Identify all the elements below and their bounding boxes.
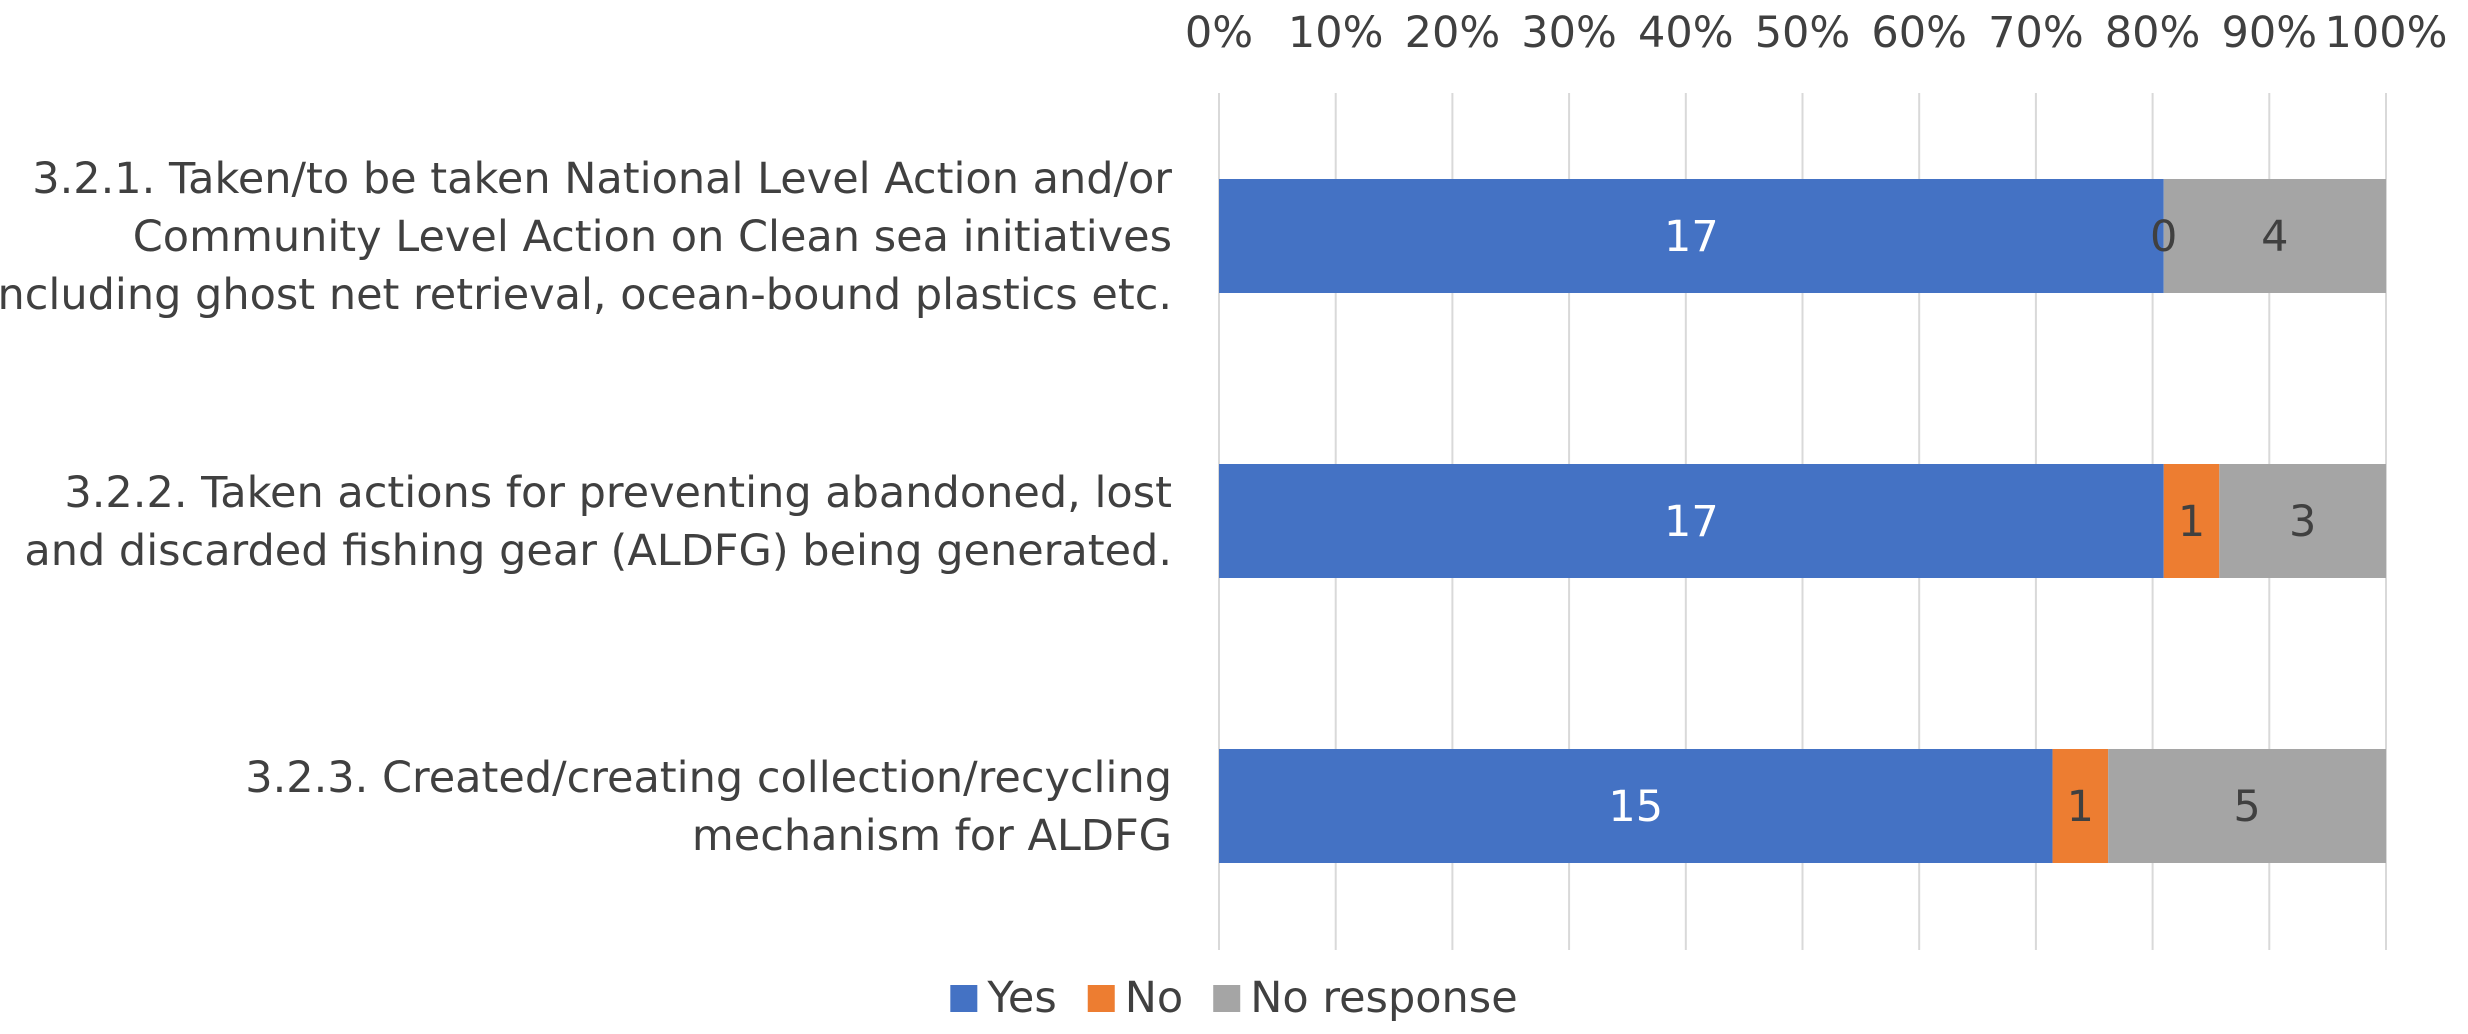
data-label: 3	[2289, 497, 2316, 547]
category-labels: 3.2.1. Taken/to be taken National Level …	[0, 154, 1172, 861]
category-label: 3.2.2. Taken actions for preventing aban…	[24, 468, 1172, 576]
x-tick-label: 0%	[1185, 8, 1253, 58]
x-tick-label: 70%	[1988, 8, 2084, 58]
x-tick-label: 100%	[2325, 8, 2448, 58]
data-label: 0	[2150, 212, 2177, 262]
category-label-line: 3.2.3. Created/creating collection/recyc…	[245, 753, 1172, 803]
data-label: 15	[1608, 782, 1663, 832]
data-label: 5	[2233, 782, 2260, 832]
category-label-line: Community Level Action on Clean sea init…	[133, 212, 1172, 262]
bars	[1219, 179, 2386, 863]
category-label: 3.2.1. Taken/to be taken National Level …	[0, 154, 1172, 320]
category-label-line: and discarded fishing gear (ALDFG) being…	[24, 526, 1172, 576]
legend-swatch	[950, 985, 977, 1012]
x-tick-label: 60%	[1871, 8, 1967, 58]
category-label-line: 3.2.2. Taken actions for preventing aban…	[64, 468, 1172, 518]
data-label: 1	[2067, 782, 2094, 832]
legend-label: No	[1125, 973, 1183, 1023]
x-tick-label: 20%	[1405, 8, 1501, 58]
category-label-line: mechanism for ALDFG	[692, 811, 1172, 861]
data-label: 4	[2261, 212, 2288, 262]
legend-swatch	[1213, 985, 1240, 1012]
x-tick-label: 50%	[1755, 8, 1851, 58]
data-label: 1	[2178, 497, 2205, 547]
category-label-line: 3.2.1. Taken/to be taken National Level …	[32, 154, 1172, 204]
legend-swatch	[1088, 985, 1115, 1012]
legend-label: Yes	[986, 973, 1056, 1023]
category-label: 3.2.3. Created/creating collection/recyc…	[245, 753, 1172, 861]
x-tick-label: 30%	[1521, 8, 1617, 58]
legend: Yes No No response	[950, 973, 1517, 1023]
x-tick-label: 40%	[1638, 8, 1734, 58]
x-tick-label: 10%	[1288, 8, 1384, 58]
x-tick-label: 80%	[2105, 8, 2201, 58]
x-tick-label: 90%	[2222, 8, 2318, 58]
legend-label: No response	[1250, 973, 1517, 1023]
data-label: 17	[1664, 497, 1719, 547]
category-label-line: including ghost net retrieval, ocean-bou…	[0, 270, 1172, 320]
data-label: 17	[1664, 212, 1719, 262]
x-axis-tick-labels: 0% 10% 20% 30% 40% 50% 60% 70% 80% 90% 100%	[1185, 8, 2448, 58]
